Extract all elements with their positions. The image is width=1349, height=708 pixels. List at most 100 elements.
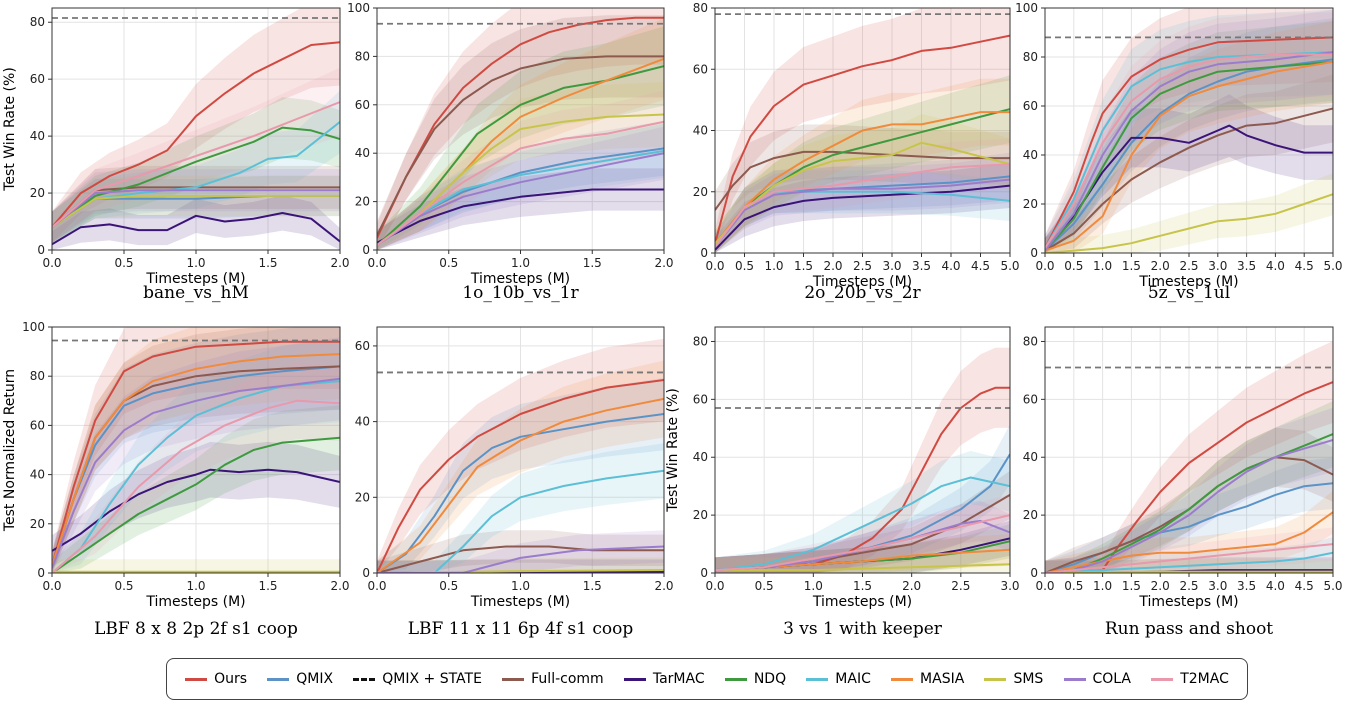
line-full-comm [1045, 107, 1333, 252]
x-tick-label: 4.5 [1295, 259, 1314, 273]
y-tick-label: 80 [693, 1, 708, 15]
y-tick-label: 60 [355, 339, 370, 353]
line-ours [52, 340, 340, 566]
line-qmix [1045, 58, 1333, 252]
band-sms [377, 557, 664, 573]
x-tick-label: 1.0 [1093, 579, 1112, 593]
y-tick-label: 0 [37, 243, 45, 257]
legend-label: COLA [1092, 671, 1132, 687]
plot-frame [51, 7, 341, 251]
x-tick-label: 0.5 [735, 259, 754, 273]
band-maic [377, 443, 664, 573]
legend-label: QMIX [296, 671, 334, 687]
series-group [377, 338, 664, 573]
x-tick-label: 2.0 [330, 579, 349, 593]
x-tick-label: 4.5 [1295, 579, 1314, 593]
band-tarmac [715, 520, 1010, 573]
x-tick-label: 1.5 [1122, 579, 1141, 593]
legend-label: QMIX + STATE [382, 671, 482, 687]
x-tick-label: 4.0 [1266, 579, 1285, 593]
band-maic [1045, 9, 1333, 253]
y-tick-label: 60 [693, 62, 708, 76]
legend-label: MASIA [920, 671, 965, 687]
line-ndq [377, 65, 664, 246]
line-ours [52, 41, 340, 228]
x-tick-label: 0.5 [439, 579, 458, 593]
x-tick-label: 1.0 [186, 256, 205, 270]
legend-swatch [724, 677, 747, 681]
x-tick-label: 2.0 [902, 579, 921, 593]
x-tick-label: 1.0 [764, 259, 783, 273]
band-cola [377, 530, 664, 573]
band-t2mac [377, 90, 664, 250]
band-qmix [1045, 18, 1333, 253]
chart-1o-10b-vs-1r: 0.0 0.5 1.0 1.5 2.0 0 20 40 60 80 100 Timesteps (M) [322, 0, 674, 295]
x-tick-label: 1.5 [258, 256, 277, 270]
x-tick-label: 2.5 [951, 579, 970, 593]
x-tick-label: 3.0 [1208, 259, 1227, 273]
line-full-comm [715, 150, 1010, 211]
y-tick-label: 0 [37, 566, 45, 580]
x-tick-label: 0.0 [1035, 579, 1054, 593]
line-t2mac [1045, 53, 1333, 249]
y-tick-label: 20 [30, 517, 45, 531]
line-maic [377, 469, 664, 573]
line-ours [377, 16, 664, 239]
y-tick-label: 100 [347, 1, 370, 15]
line-ndq [1045, 60, 1333, 252]
legend-swatch [623, 677, 646, 681]
band-cola [1045, 407, 1333, 573]
y-tick-label: 0 [362, 566, 370, 580]
band-tarmac [52, 441, 340, 567]
y-tick-label: 20 [1023, 508, 1038, 522]
legend-label: Ours [214, 671, 248, 687]
x-tick-label: 0.0 [705, 579, 724, 593]
line-cola [52, 189, 340, 228]
chart-5z-vs-1ul: 0.0 0.5 1.0 1.5 2.0 2.5 3.0 3.5 4.0 4.5 5.0 0 20 40 60… [990, 0, 1343, 298]
band-ndq [715, 75, 1010, 253]
line-tarmac [715, 184, 1010, 251]
chart-svg: 0.0 0.5 1.0 1.5 2.0 2.5 3.0 0 20 40 60 80 Timesteps … [665, 326, 1020, 610]
x-tick-label: 0.0 [367, 256, 386, 270]
series-group [377, 8, 664, 250]
x-tick-label: 1.0 [186, 579, 205, 593]
plot-frame [376, 7, 665, 251]
x-tick-label: 2.0 [330, 256, 349, 270]
line-sms [52, 194, 340, 229]
chart-caption: 5z_vs_1ul [1147, 283, 1231, 303]
line-tarmac [1045, 124, 1333, 252]
x-tick-label: 5.0 [1323, 579, 1342, 593]
band-masia [1045, 490, 1333, 573]
band-t2mac [52, 362, 340, 573]
y-tick-label: 0 [700, 566, 708, 580]
band-sms [52, 559, 340, 573]
x-tick-label: 1.0 [1093, 259, 1112, 273]
legend-item-ndq: NDQ [724, 671, 786, 687]
y-tick-label: 40 [30, 468, 45, 482]
x-tick-label: 1.0 [804, 579, 823, 593]
band-cola [715, 156, 1010, 253]
y-tick-label: 40 [1023, 148, 1038, 162]
legend-label: SMS [1013, 671, 1044, 687]
y-tick-label: 60 [30, 72, 45, 86]
chart-3-vs-1-with-keeper: 0.0 0.5 1.0 1.5 2.0 2.5 3.0 0 20 40 60 80 Timesteps … [660, 319, 1020, 618]
x-tick-label: 1.5 [583, 256, 602, 270]
band-ours [1045, 341, 1333, 573]
line-t2mac [715, 163, 1010, 248]
y-tick-label: 60 [1023, 392, 1038, 406]
line-ours [715, 34, 1010, 245]
legend-swatch [267, 677, 290, 681]
y-tick-label: 0 [700, 246, 708, 260]
y-tick-label: 20 [1023, 197, 1038, 211]
band-ours [377, 8, 664, 250]
x-tick-label: 2.5 [1179, 579, 1198, 593]
series-group [1045, 341, 1333, 573]
x-tick-label: 5.0 [1000, 259, 1019, 273]
band-maic [52, 340, 340, 573]
x-tick-label: 0.0 [705, 259, 724, 273]
y-axis-label: Test Normalized Return [2, 369, 18, 532]
series-group [1045, 8, 1333, 253]
x-tick-label: 0.0 [42, 256, 61, 270]
x-tick-label: 1.0 [511, 256, 530, 270]
line-sms [715, 563, 1010, 572]
